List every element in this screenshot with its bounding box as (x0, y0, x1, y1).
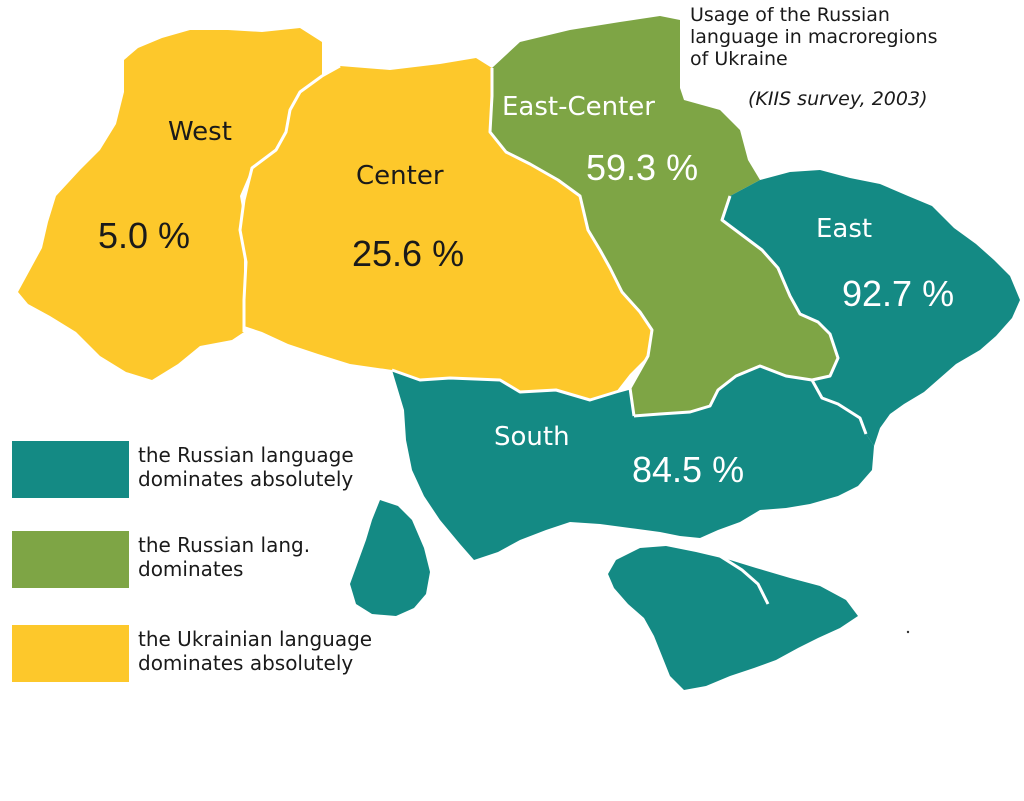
region-center-name: Center (356, 161, 444, 191)
region-south-value: 84.5 % (632, 449, 745, 490)
region-east (722, 170, 1020, 446)
legend-label-line: dominates (138, 557, 244, 581)
region-south (392, 366, 874, 560)
map-title-line: Usage of the Russian (690, 4, 890, 26)
region-south-name: South (494, 422, 570, 452)
legend-swatch-russian-absolute (12, 441, 129, 498)
region-east-center-value: 59.3 % (586, 147, 699, 188)
legend-swatch-russian (12, 531, 129, 588)
legend-label-line: dominates absolutely (138, 651, 354, 675)
legend-item-ukrainian-absolute: the Ukrainian language dominates absolut… (12, 625, 482, 685)
legend-item-russian-absolute: the Russian language dominates absolutel… (12, 441, 482, 501)
region-east-center (490, 16, 838, 416)
region-borders (238, 64, 868, 435)
region-south-west-part (350, 500, 430, 616)
region-south-crimea (608, 546, 858, 690)
legend-label-line: dominates absolutely (138, 467, 354, 491)
region-center-value: 25.6 % (352, 233, 465, 274)
legend-label-line: the Russian language (138, 443, 354, 467)
legend-swatch-ukrainian-absolute (12, 625, 129, 682)
dnipro-river (699, 538, 770, 605)
map-dot (906, 630, 910, 634)
legend-label: the Russian language dominates absolutel… (138, 443, 354, 491)
region-east-center-name: East-Center (502, 92, 655, 122)
region-west-value: 5.0 % (98, 215, 191, 256)
region-east-name: East (816, 214, 873, 244)
map-title-line: of Ukraine (690, 48, 788, 70)
region-west (18, 28, 322, 380)
legend-label-line: the Ukrainian language (138, 627, 373, 651)
map-title: Usage of the Russian language in macrore… (690, 4, 937, 70)
legend-label: the Ukrainian language dominates absolut… (138, 627, 372, 675)
map-subtitle: (KIIS survey, 2003) (748, 88, 928, 110)
map-title-line: language in macroregions (690, 26, 938, 48)
region-west-name: West (168, 117, 232, 147)
region-east-value: 92.7 % (842, 273, 955, 314)
region-center (240, 58, 652, 400)
legend-label: the Russian lang. dominates (138, 533, 310, 581)
legend-item-russian: the Russian lang. dominates (12, 531, 482, 591)
legend-label-line: the Russian lang. (138, 533, 311, 557)
